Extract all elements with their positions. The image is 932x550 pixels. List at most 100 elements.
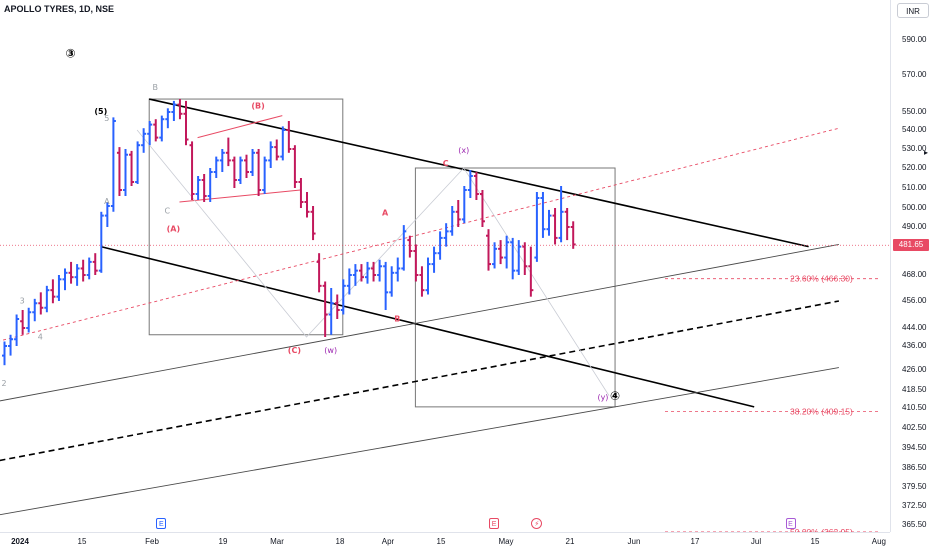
ohlc-bar[interactable] [98, 211, 104, 273]
ohlc-bar[interactable] [74, 264, 80, 286]
ohlc-bar[interactable] [558, 186, 564, 243]
ohlc-bar[interactable] [56, 275, 62, 301]
ohlc-bar[interactable] [395, 257, 401, 282]
ohlc-bar[interactable] [564, 208, 570, 241]
ohlc-bar[interactable] [14, 314, 20, 347]
ohlc-bar[interactable] [195, 176, 201, 200]
ohlc-bar[interactable] [486, 229, 491, 271]
ohlc-bar[interactable] [159, 115, 165, 142]
ohlc-bar[interactable] [401, 225, 407, 271]
ohlc-bar[interactable] [498, 240, 504, 265]
earnings-event-icon[interactable]: E [156, 518, 167, 529]
ohlc-bar[interactable] [425, 257, 431, 295]
ohlc-bar[interactable] [104, 202, 110, 227]
ohlc-bar[interactable] [116, 147, 122, 196]
earnings-event-icon[interactable]: E [489, 518, 500, 529]
ohlc-bar[interactable] [413, 244, 419, 282]
ohlc-bar[interactable] [310, 206, 316, 241]
ohlc-bar[interactable] [383, 261, 389, 310]
ohlc-bar[interactable] [135, 141, 141, 184]
earnings-event-icon[interactable]: E [785, 518, 796, 529]
ohlc-bar[interactable] [250, 149, 256, 176]
scroll-arrow-icon[interactable]: ▸ [924, 148, 929, 157]
ohlc-bar[interactable] [262, 156, 268, 194]
ohlc-bar[interactable] [467, 170, 473, 198]
ohlc-bar[interactable] [183, 100, 189, 146]
ohlc-bar[interactable] [92, 253, 98, 275]
ohlc-bar[interactable] [38, 292, 44, 315]
ohlc-bar[interactable] [129, 150, 135, 186]
ohlc-bar[interactable] [292, 145, 298, 188]
ohlc-bar[interactable] [552, 208, 558, 245]
ohlc-bar[interactable] [201, 174, 207, 202]
ohlc-bar[interactable] [365, 261, 370, 284]
ohlc-bar[interactable] [419, 266, 425, 297]
ohlc-bar[interactable] [358, 264, 364, 282]
ohlc-bar[interactable] [219, 149, 225, 172]
ohlc-bar[interactable] [286, 121, 292, 153]
ohlc-bar[interactable] [443, 223, 449, 247]
ohlc-bar[interactable] [20, 310, 26, 335]
ohlc-bar[interactable] [334, 294, 340, 320]
ohlc-bar[interactable] [280, 126, 286, 161]
ohlc-bar[interactable] [141, 128, 147, 153]
ohlc-bar[interactable] [504, 235, 510, 269]
ohlc-bar[interactable] [546, 209, 552, 236]
ohlc-bar[interactable] [189, 141, 195, 200]
ohlc-bar[interactable] [50, 279, 56, 304]
ohlc-bar[interactable] [213, 156, 219, 178]
ohlc-bar[interactable] [371, 261, 377, 282]
ohlc-bar[interactable] [461, 186, 467, 224]
ohlc-bar[interactable] [473, 172, 479, 200]
currency-button[interactable]: INR [897, 3, 929, 18]
ohlc-bar[interactable] [328, 288, 334, 335]
ohlc-bar[interactable] [62, 268, 68, 291]
ohlc-bar[interactable] [244, 154, 249, 178]
ohlc-bar[interactable] [165, 108, 171, 129]
ohlc-bar[interactable] [528, 246, 534, 297]
ohlc-bar[interactable] [431, 246, 437, 273]
ohlc-bar[interactable] [540, 192, 546, 238]
ohlc-bar[interactable] [110, 117, 116, 212]
ohlc-bar[interactable] [510, 237, 516, 280]
ohlc-bar[interactable] [26, 307, 32, 333]
ohlc-bar[interactable] [32, 298, 38, 322]
ohlc-bar[interactable] [171, 100, 177, 121]
ohlc-bar[interactable] [570, 221, 576, 249]
ohlc-bar[interactable] [8, 334, 14, 356]
ohlc-bar[interactable] [346, 268, 352, 295]
ohlc-bar[interactable] [389, 266, 395, 297]
ohlc-bar[interactable] [256, 149, 262, 196]
ohlc-bar[interactable] [123, 149, 128, 196]
ohlc-bar[interactable] [340, 279, 346, 315]
ohlc-bar[interactable] [44, 285, 50, 313]
ohlc-bar[interactable] [2, 341, 7, 366]
ohlc-bar[interactable] [304, 192, 310, 218]
ohlc-bar[interactable] [68, 261, 74, 284]
ohlc-bar[interactable] [352, 264, 358, 286]
ohlc-bar[interactable] [268, 141, 274, 168]
dividend-event-icon[interactable]: ⚡ [531, 518, 543, 529]
ohlc-bar[interactable] [322, 281, 328, 338]
ohlc-bar[interactable] [316, 253, 322, 293]
ohlc-bar[interactable] [298, 178, 304, 208]
ohlc-bar[interactable] [534, 192, 540, 262]
ohlc-bar[interactable] [225, 137, 231, 167]
ohlc-bar[interactable] [407, 235, 413, 258]
ohlc-bar[interactable] [177, 99, 183, 120]
ohlc-bar[interactable] [274, 139, 280, 161]
ohlc-bar[interactable] [479, 190, 485, 227]
ohlc-bar[interactable] [516, 240, 522, 275]
ohlc-bar[interactable] [80, 259, 86, 282]
ohlc-bar[interactable] [207, 168, 213, 202]
ohlc-bar[interactable] [449, 206, 455, 236]
ohlc-bar[interactable] [231, 156, 237, 188]
ohlc-bar[interactable] [153, 119, 159, 142]
ohlc-bar[interactable] [522, 242, 528, 275]
ohlc-bar[interactable] [377, 259, 383, 282]
ohlc-bar[interactable] [455, 200, 461, 227]
chart-canvas[interactable]: 23.60% (466.30) 38.20% (409.15) 50.00% (36… [0, 0, 890, 532]
ohlc-bar[interactable] [437, 231, 443, 260]
ohlc-bar[interactable] [147, 121, 153, 146]
ohlc-bar[interactable] [492, 242, 498, 269]
